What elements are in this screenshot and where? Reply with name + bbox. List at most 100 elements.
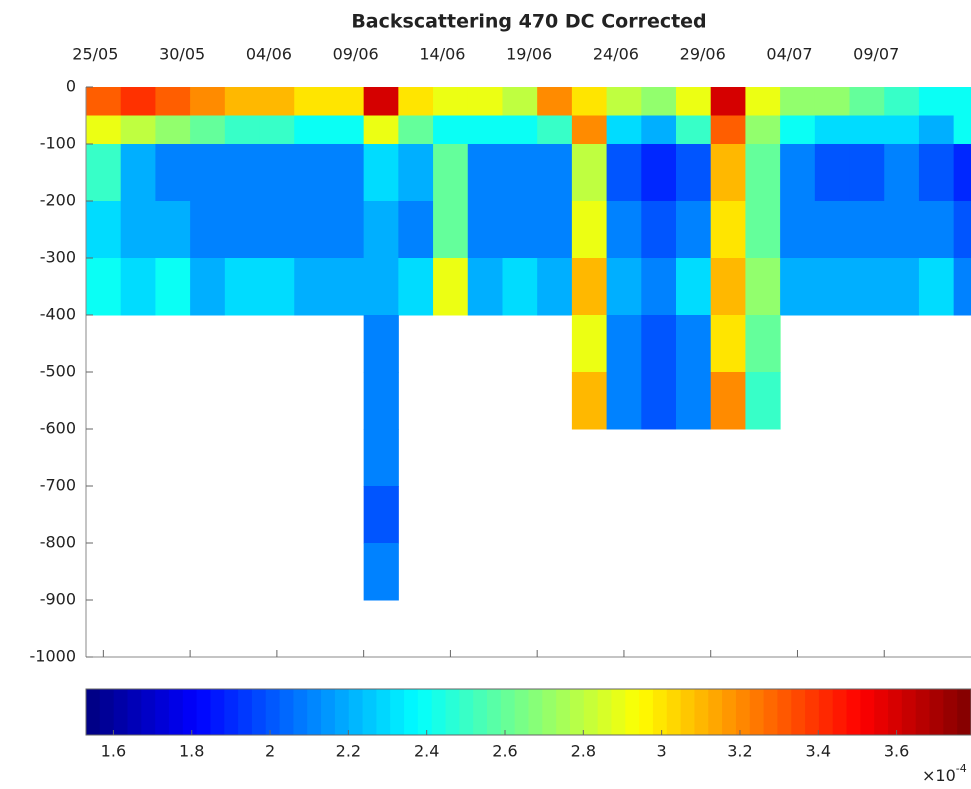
heatmap-cell bbox=[467, 115, 503, 145]
heatmap-cell bbox=[398, 201, 434, 259]
heatmap-cell bbox=[918, 87, 955, 116]
heatmap-cell bbox=[328, 258, 365, 316]
heatmap-cell bbox=[849, 144, 885, 202]
heatmap-cell bbox=[918, 201, 955, 259]
heatmap-cell bbox=[86, 201, 122, 259]
heatmap-cell bbox=[398, 258, 434, 316]
colorbar-step bbox=[888, 689, 903, 735]
heatmap-cell bbox=[224, 258, 261, 316]
heatmap-cell bbox=[884, 258, 920, 316]
heatmap-cell bbox=[363, 87, 399, 116]
colorbar-step bbox=[390, 689, 405, 735]
heatmap-cell bbox=[86, 144, 122, 202]
heatmap-cell bbox=[190, 115, 226, 145]
heatmap-cell bbox=[849, 87, 885, 116]
colorbar-tick-label: 2.6 bbox=[492, 742, 517, 761]
heatmap-cell bbox=[710, 258, 746, 316]
colorbar-step bbox=[348, 689, 364, 735]
y-tick-label: -700 bbox=[40, 476, 76, 495]
colorbar-tick-label: 2 bbox=[265, 742, 275, 761]
x-tick-label: 29/06 bbox=[680, 45, 726, 64]
heatmap-cell bbox=[745, 87, 781, 116]
heatmap-cell bbox=[363, 315, 399, 373]
heatmap-cell bbox=[710, 315, 746, 373]
heatmap-cell bbox=[155, 258, 191, 316]
heatmap-cell bbox=[537, 144, 573, 202]
y-tick-label: -800 bbox=[40, 533, 76, 552]
heatmap-cell bbox=[641, 372, 677, 430]
heatmap-cell bbox=[745, 258, 781, 316]
heatmap-cell bbox=[780, 201, 816, 259]
heatmap-cell bbox=[849, 201, 885, 259]
heatmap-cell bbox=[884, 87, 920, 116]
heatmap-cell bbox=[294, 144, 330, 202]
heatmap-cell bbox=[571, 87, 608, 116]
heatmap-cell bbox=[606, 115, 642, 145]
y-tick-label: -500 bbox=[40, 362, 76, 381]
x-tick-label: 30/05 bbox=[159, 45, 205, 64]
colorbar-tick-label: 3.6 bbox=[884, 742, 909, 761]
x-tick-label: 09/07 bbox=[853, 45, 899, 64]
colorbar-tick-label: 2.2 bbox=[336, 742, 361, 761]
heatmap-cell bbox=[363, 201, 399, 259]
colorbar-step bbox=[846, 689, 861, 735]
heatmap-cell bbox=[86, 87, 122, 116]
heatmap-cell bbox=[155, 201, 191, 259]
colorbar-step bbox=[417, 689, 433, 735]
heatmap-cell bbox=[710, 372, 746, 430]
heatmap-cell bbox=[398, 87, 434, 116]
heatmap-cell bbox=[918, 144, 955, 202]
heatmap-cell bbox=[676, 144, 712, 202]
heatmap-cell bbox=[155, 87, 191, 116]
colorbar-step bbox=[445, 689, 460, 735]
y-tick-label: -100 bbox=[40, 134, 76, 153]
heatmap-cell bbox=[259, 144, 295, 202]
y-tick-label: -300 bbox=[40, 248, 76, 267]
colorbar-tick-label: 2.4 bbox=[414, 742, 439, 761]
heatmap-cell bbox=[606, 258, 642, 316]
heatmap-cell bbox=[259, 87, 295, 116]
colorbar-step bbox=[569, 689, 585, 735]
heatmap-cell bbox=[363, 372, 399, 430]
y-tick-label: -900 bbox=[40, 590, 76, 609]
colorbar-step bbox=[431, 689, 447, 735]
colorbar-step bbox=[957, 689, 971, 735]
heatmap-cell bbox=[328, 201, 365, 259]
heatmap-cell bbox=[433, 201, 469, 259]
heatmap-cell bbox=[884, 144, 920, 202]
colorbar-step bbox=[334, 689, 350, 735]
colorbar-step bbox=[99, 689, 115, 735]
heatmap-cell bbox=[676, 372, 712, 430]
heatmap-cell bbox=[676, 315, 712, 373]
colorbar-step bbox=[708, 689, 723, 735]
colorbar: 1.6 1.8 2 2.2 2.4 2.6 2.8 3 3.2 3.4 3.6 bbox=[85, 688, 971, 761]
colorbar-step bbox=[362, 689, 377, 735]
y-tick-label: 0 bbox=[66, 77, 76, 96]
heatmap-cell bbox=[814, 87, 851, 116]
multiplier-exponent: -4 bbox=[956, 762, 967, 775]
colorbar-step bbox=[860, 689, 875, 735]
heatmap-cell bbox=[571, 144, 608, 202]
heatmap-cell bbox=[363, 144, 399, 202]
heatmap-cell bbox=[745, 315, 781, 373]
heatmap-cell bbox=[953, 201, 971, 259]
colorbar-step bbox=[625, 689, 640, 735]
heatmap-cell bbox=[641, 115, 677, 145]
heatmap-cell bbox=[328, 144, 365, 202]
heatmap-cell bbox=[780, 87, 816, 116]
heatmap-cell bbox=[86, 258, 122, 316]
colorbar-step bbox=[376, 689, 391, 735]
colorbar-step bbox=[528, 689, 543, 735]
heatmap-cell bbox=[224, 87, 261, 116]
heatmap-cell bbox=[433, 144, 469, 202]
heatmap-cell bbox=[120, 87, 156, 116]
heatmap-cell bbox=[814, 115, 851, 145]
colorbar-step bbox=[500, 689, 516, 735]
colorbar-step bbox=[763, 689, 778, 735]
heatmap-cell bbox=[641, 201, 677, 259]
heatmap-cell bbox=[953, 144, 971, 202]
colorbar-step bbox=[611, 689, 626, 735]
heatmap-cell bbox=[259, 258, 295, 316]
heatmap-cell bbox=[710, 144, 746, 202]
heatmap-cell bbox=[780, 144, 816, 202]
